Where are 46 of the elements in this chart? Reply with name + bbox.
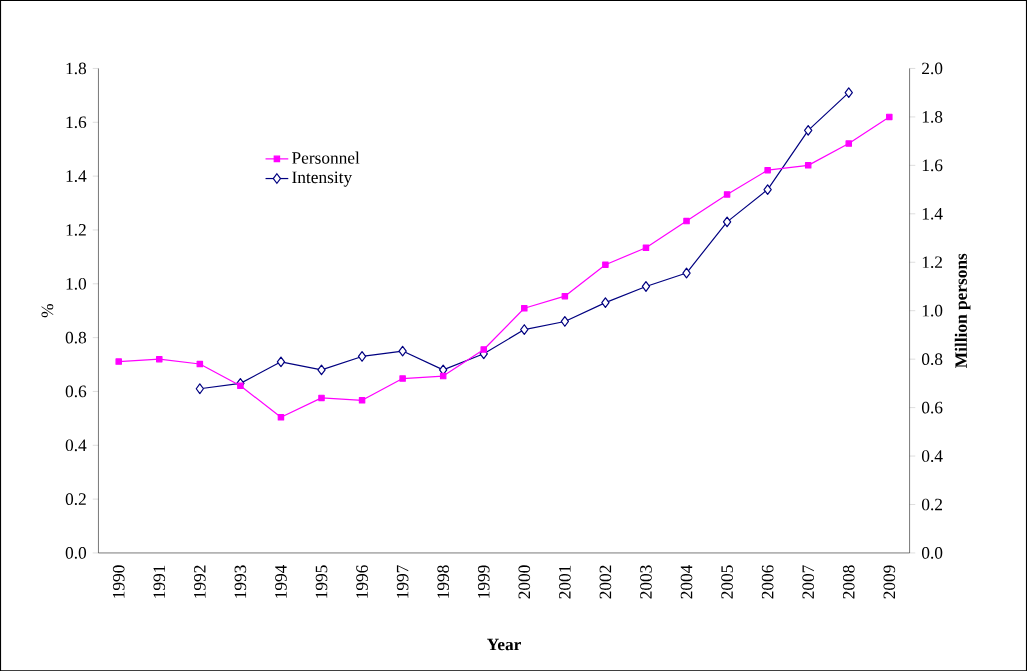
y2-tick-label: 1.6 — [922, 159, 943, 172]
y2-tick-label: 0.6 — [921, 401, 943, 414]
x-tick-label: 1992 — [194, 565, 206, 598]
x-tick-label: 2005 — [721, 565, 733, 599]
x-tick-label: 1991 — [153, 565, 166, 598]
y2-tick-label: 0.2 — [921, 498, 943, 511]
x-tick-label: 1990 — [112, 565, 125, 598]
legend-label: Personnel — [292, 151, 360, 164]
x-tick-label: 1996 — [356, 565, 368, 598]
y-tick-label: 0.2 — [65, 493, 86, 505]
x-tick-label: 2000 — [518, 565, 531, 599]
y2-tick-label: 0.4 — [921, 450, 943, 462]
y2-tick-label: 0.0 — [921, 546, 943, 559]
x-tick-label: 1995 — [315, 565, 328, 598]
x-tick-label: 2003 — [640, 565, 652, 599]
y2-tick-label: 0.8 — [921, 353, 943, 365]
x-tick-label: 2004 — [680, 564, 693, 599]
x-tick-label: 2008 — [842, 565, 855, 599]
x-tick-label: 1998 — [437, 565, 450, 598]
y-tick-label: 1.8 — [66, 62, 87, 75]
y2-tick-label: 1.0 — [922, 304, 943, 317]
y-tick-label: 1.0 — [66, 277, 87, 290]
x-tick-label: 1993 — [234, 565, 247, 598]
x-tick-label: 1999 — [477, 565, 490, 598]
y-tick-label: 0.4 — [65, 439, 87, 451]
x-tick-label: 2006 — [761, 565, 774, 599]
y-tick-label: 1.6 — [66, 116, 87, 128]
x-tick-label: 2007 — [802, 564, 815, 599]
y2-tick-label: 1.4 — [922, 207, 943, 220]
x-tick-label: 1994 — [275, 564, 287, 598]
legend-label: Intensity — [292, 171, 353, 187]
y2-tick-label: 1.8 — [922, 110, 943, 123]
y-tick-label: 1.2 — [66, 223, 86, 236]
y-tick-label: 0.8 — [65, 331, 87, 344]
y2-tick-label: 1.2 — [922, 256, 943, 268]
y2-tick-label: 2.0 — [922, 62, 943, 75]
y-tick-label: 1.4 — [66, 170, 87, 182]
y-tick-label: 0.6 — [65, 385, 87, 398]
x-axis-title: Year — [487, 638, 521, 651]
x-tick-label: 2001 — [559, 565, 571, 599]
x-tick-label: 2002 — [599, 565, 612, 599]
y2-axis-title: Million persons — [954, 253, 971, 368]
y-tick-label: 0.0 — [65, 546, 87, 559]
x-tick-label: 1997 — [396, 564, 409, 598]
y-axis-title: % — [41, 303, 54, 318]
x-tick-label: 2009 — [883, 565, 896, 599]
